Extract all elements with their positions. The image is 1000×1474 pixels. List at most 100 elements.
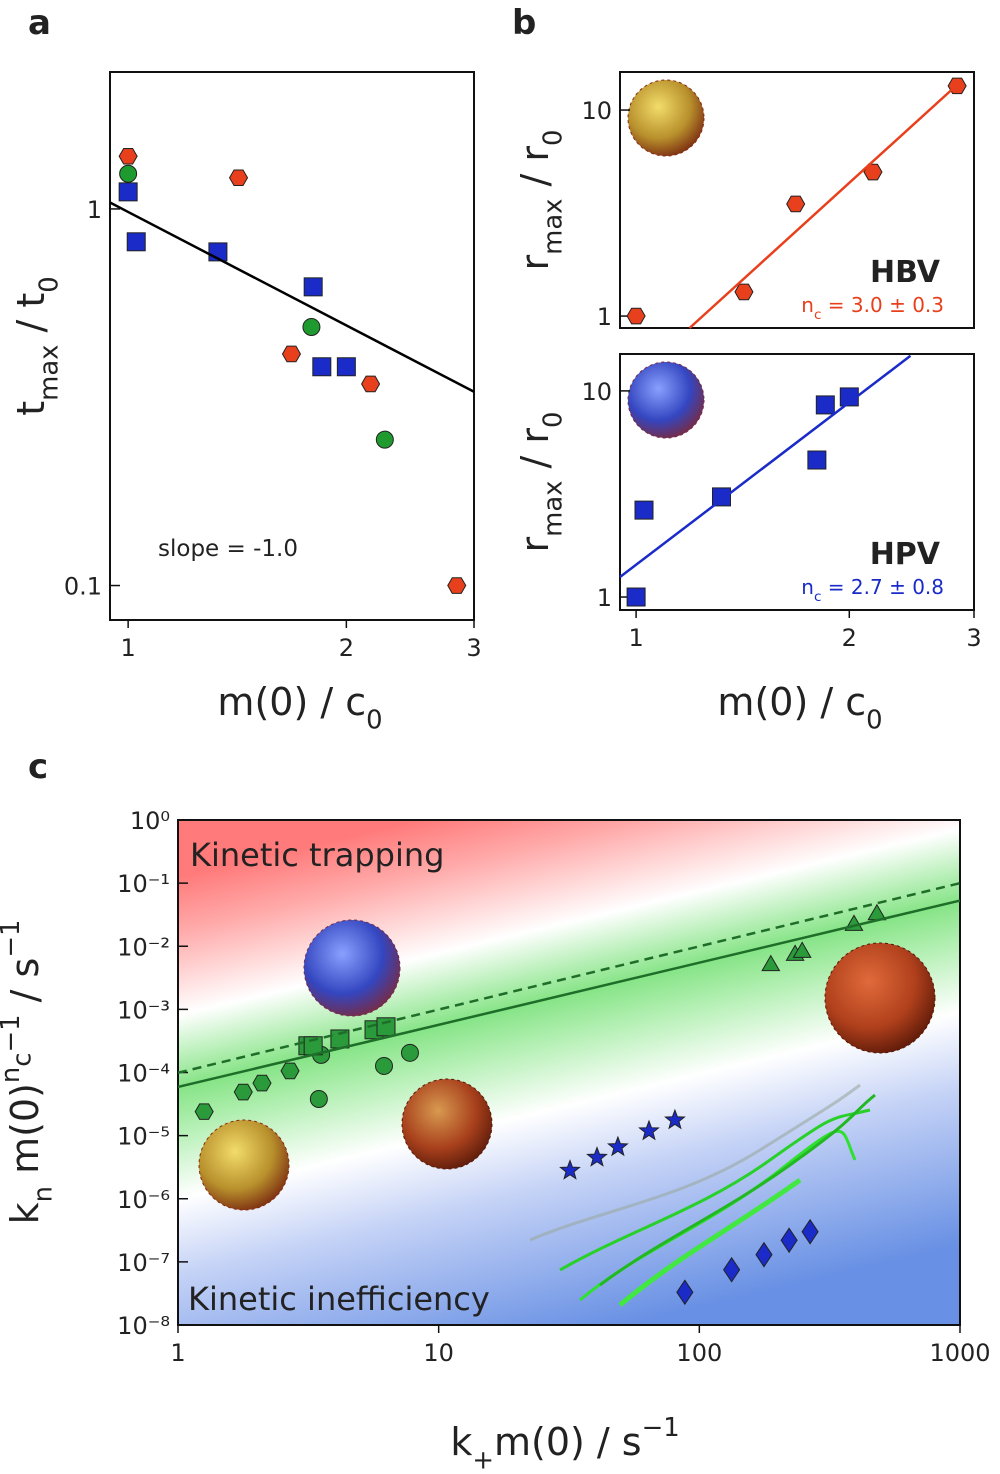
point bbox=[375, 1056, 394, 1075]
label-part: 0 bbox=[538, 130, 568, 146]
annotation: Kinetic trapping bbox=[190, 836, 444, 874]
x-tick-label: 3 bbox=[466, 634, 481, 662]
label-part: = 2.7 ± 0.8 bbox=[821, 575, 944, 599]
y-tick-label: 1 bbox=[597, 303, 612, 331]
y-axis-label: rmax / r0 bbox=[513, 412, 568, 553]
point bbox=[586, 1146, 608, 1167]
y-tick-label: 10 bbox=[581, 97, 612, 125]
point bbox=[815, 395, 835, 415]
point bbox=[559, 1159, 581, 1180]
label-part: c bbox=[814, 307, 821, 323]
virus-image bbox=[401, 1078, 493, 1170]
point bbox=[312, 357, 332, 377]
y-axis-label: kn m(0)nc−1 / s−1 bbox=[0, 920, 58, 1225]
point bbox=[118, 147, 138, 165]
y-tick-label: 10⁻² bbox=[117, 933, 170, 961]
label-part: t bbox=[9, 401, 53, 416]
fit-label: nc = 2.7 ± 0.8 bbox=[801, 575, 944, 605]
virus-label: HPV bbox=[870, 537, 941, 572]
label-part: + bbox=[472, 1445, 494, 1474]
point bbox=[638, 1119, 660, 1141]
point bbox=[281, 345, 302, 363]
y-tick-label: 10⁻⁶ bbox=[117, 1186, 170, 1214]
background-gradient bbox=[178, 820, 960, 1325]
label-part: r bbox=[513, 254, 557, 270]
y-tick-label: 10⁻¹ bbox=[117, 870, 170, 898]
point bbox=[780, 1227, 798, 1254]
virus-image bbox=[198, 1119, 290, 1211]
x-axis-label: m(0) / c0 bbox=[217, 680, 382, 735]
fit-line bbox=[688, 80, 962, 329]
x-tick-label: 3 bbox=[966, 624, 981, 652]
y-tick-label: 1 bbox=[87, 196, 102, 224]
x-tick-label: 2 bbox=[842, 624, 857, 652]
label-part: m(0) / c bbox=[217, 680, 366, 724]
label-part: / r bbox=[513, 428, 557, 481]
point bbox=[711, 487, 731, 507]
x-tick-label: 1 bbox=[121, 634, 136, 662]
label-part: k bbox=[450, 1420, 472, 1464]
point bbox=[626, 307, 646, 325]
point bbox=[375, 430, 394, 449]
point bbox=[400, 1043, 419, 1062]
x-tick-label: 1 bbox=[628, 624, 643, 652]
label-part: m(0) / c bbox=[717, 680, 866, 724]
label-part: n bbox=[801, 575, 814, 599]
label-part: −1 bbox=[642, 1413, 680, 1443]
label-part: 0 bbox=[366, 705, 382, 735]
virus-label: HBV bbox=[870, 255, 941, 290]
x-tick-label: 1 bbox=[170, 1339, 185, 1367]
label-part: m(0) / s bbox=[494, 1420, 642, 1464]
illustrations bbox=[198, 79, 936, 1307]
label-part: / s bbox=[3, 958, 47, 1015]
y-tick-label: 10⁻³ bbox=[117, 996, 170, 1024]
y-tick-label: 10 bbox=[581, 378, 612, 406]
label-part: / t bbox=[9, 293, 53, 345]
label-part: 0 bbox=[866, 705, 882, 735]
label-part: / r bbox=[513, 146, 557, 199]
point bbox=[607, 1135, 629, 1157]
point bbox=[252, 1074, 272, 1092]
point bbox=[119, 164, 138, 183]
label-part: n bbox=[0, 1067, 26, 1083]
point bbox=[755, 1241, 773, 1268]
point bbox=[280, 1062, 300, 1080]
label-part: n bbox=[28, 1186, 58, 1202]
point bbox=[786, 195, 806, 213]
point bbox=[863, 163, 883, 181]
y-tick-label: 10⁻⁵ bbox=[117, 1123, 170, 1151]
point bbox=[801, 1218, 819, 1245]
panel-letter: a bbox=[28, 3, 51, 43]
fibril-image bbox=[529, 1083, 876, 1307]
point bbox=[664, 1108, 686, 1130]
plot-frame bbox=[109, 71, 475, 621]
annotation: slope = -1.0 bbox=[158, 536, 298, 562]
x-tick-label: 100 bbox=[676, 1339, 722, 1367]
x-tick-label: 2 bbox=[339, 634, 354, 662]
panel-letter: c bbox=[28, 747, 48, 787]
y-axis-label: tmax / t0 bbox=[9, 276, 64, 416]
virus-image bbox=[824, 942, 936, 1054]
label-part: max bbox=[538, 199, 568, 255]
point bbox=[723, 1256, 741, 1283]
label-part: −1 bbox=[0, 920, 26, 958]
point bbox=[303, 277, 323, 297]
point bbox=[376, 1017, 396, 1037]
point bbox=[126, 232, 146, 252]
point bbox=[233, 1083, 253, 1101]
point bbox=[761, 954, 781, 972]
virus-image bbox=[627, 361, 705, 439]
fit-line bbox=[109, 201, 475, 393]
label-part: 0 bbox=[538, 412, 568, 428]
point bbox=[447, 577, 467, 594]
plot-frame bbox=[619, 353, 975, 611]
point bbox=[302, 317, 321, 336]
point bbox=[228, 169, 249, 187]
x-tick-label: 1000 bbox=[929, 1339, 990, 1367]
label-part: c bbox=[814, 589, 821, 605]
y-tick-label: 1 bbox=[597, 584, 612, 612]
label-part: = 3.0 ± 0.3 bbox=[821, 293, 944, 317]
point bbox=[676, 1279, 694, 1306]
label-part: max bbox=[538, 481, 568, 537]
